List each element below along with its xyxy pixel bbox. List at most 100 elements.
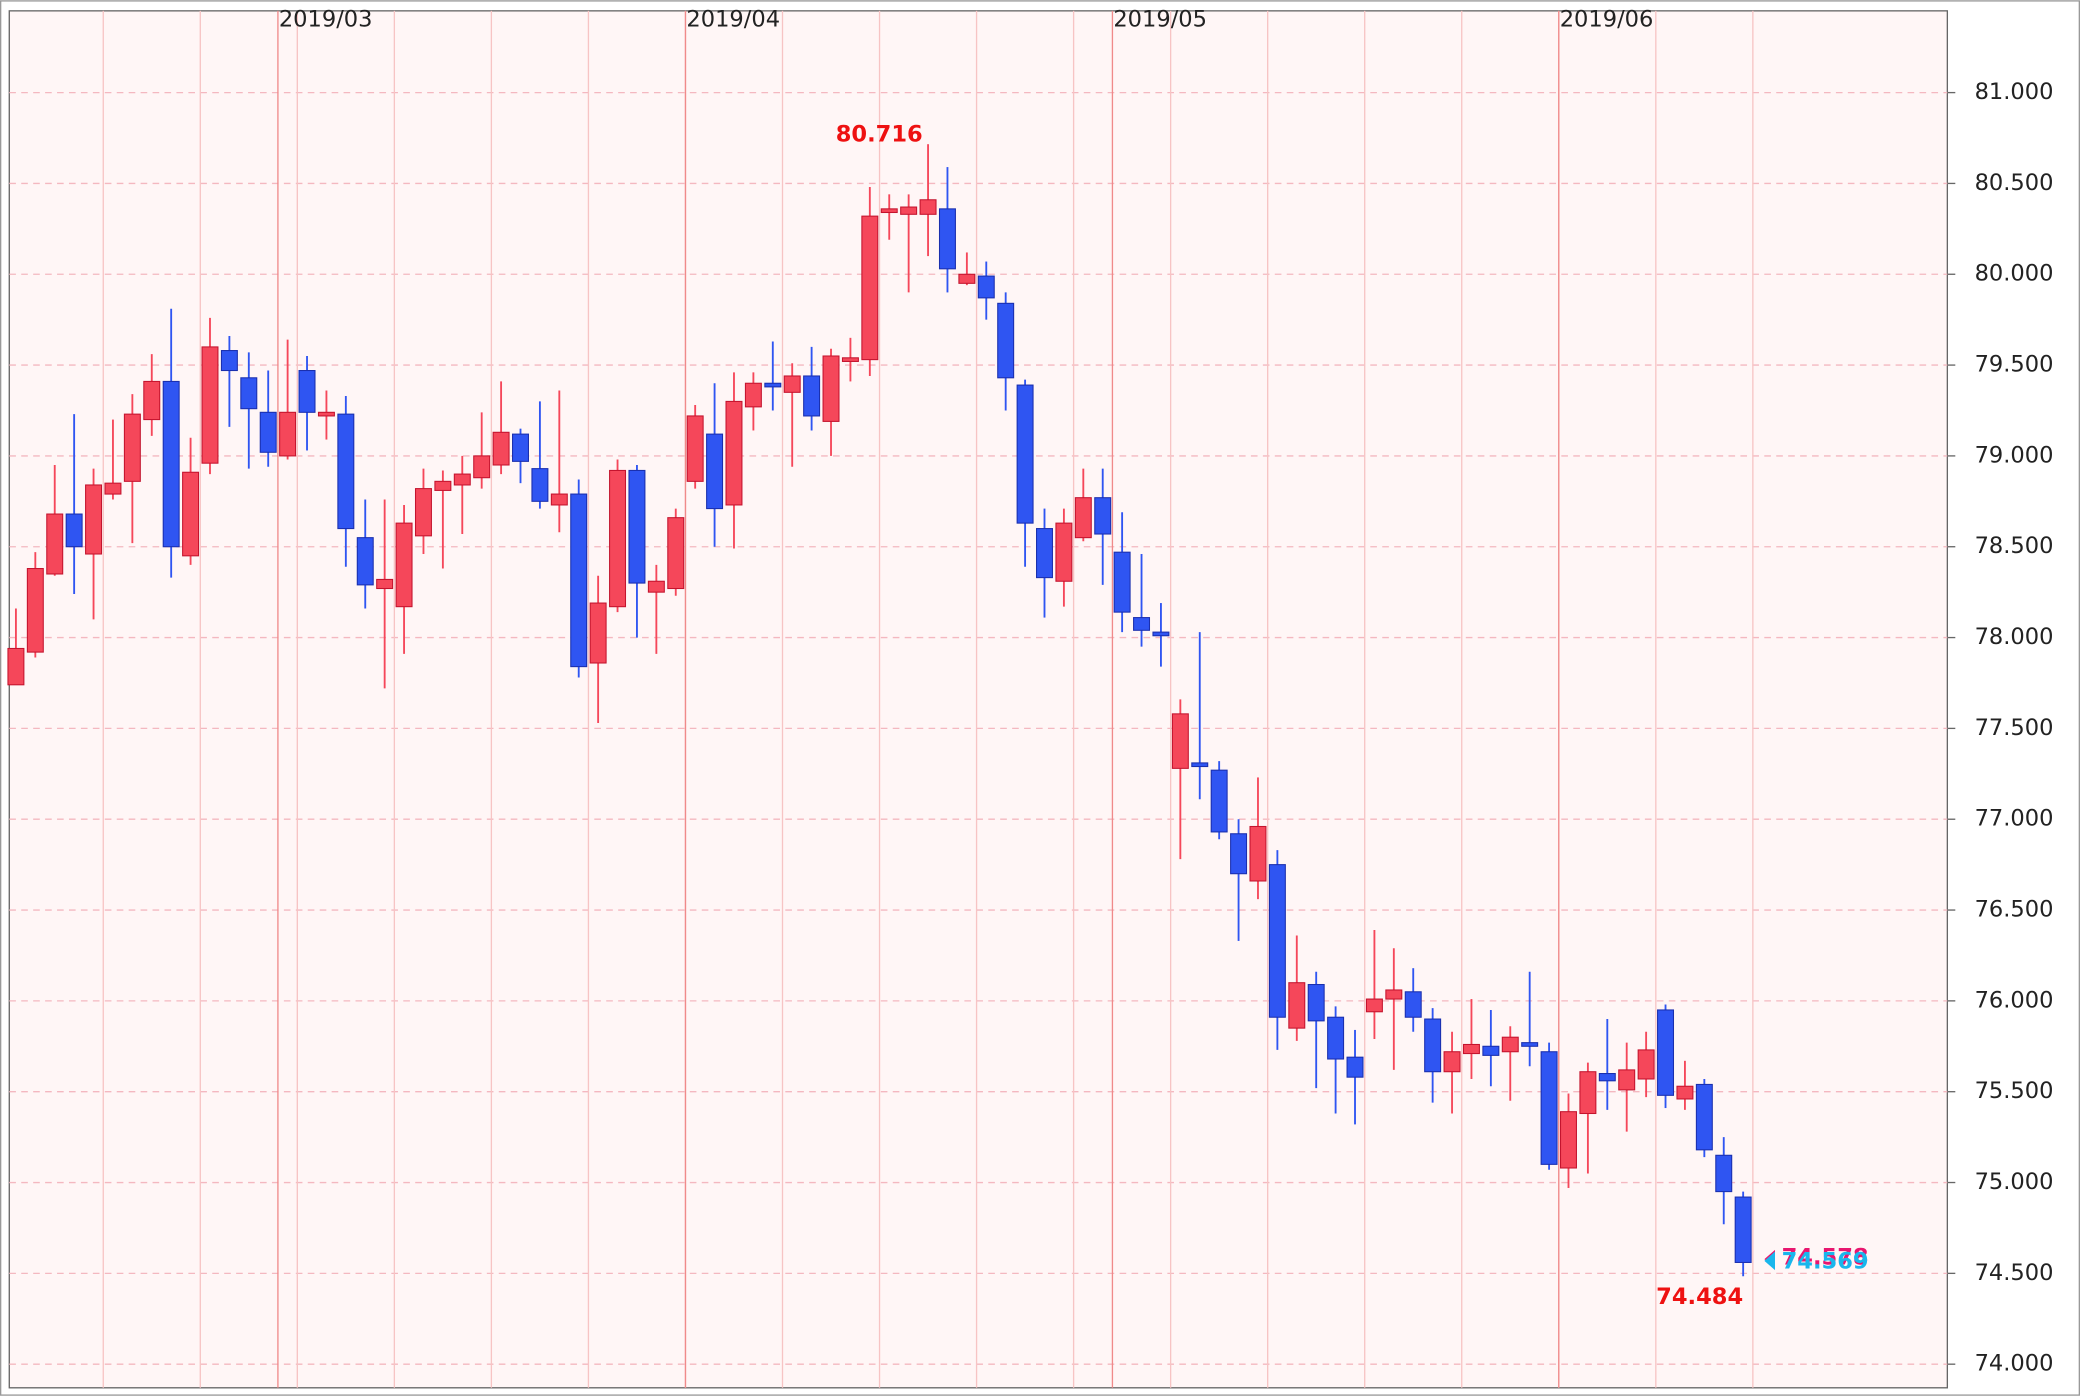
candle-body (7, 647, 25, 686)
y-tick-label: 79.500 (1975, 352, 2054, 378)
y-tick-label: 80.500 (1975, 170, 2054, 196)
candle-body (1385, 989, 1403, 1000)
candle-body (259, 411, 277, 453)
x-tick-label: 2019/06 (1560, 7, 1654, 33)
candle-body (1113, 551, 1131, 613)
candle-body (1521, 1042, 1539, 1047)
candle-body (725, 400, 743, 506)
candle-body (298, 370, 316, 413)
candle-body (1171, 713, 1189, 769)
candle-body (783, 375, 801, 393)
candle-body (667, 517, 685, 590)
candle-body (589, 602, 607, 664)
candle-body (1462, 1043, 1480, 1055)
candle-body (65, 513, 83, 548)
candle-body (531, 468, 549, 502)
candle-body (841, 357, 859, 362)
y-tick-label: 77.000 (1975, 806, 2054, 832)
candle-body (395, 522, 413, 608)
candle-body (958, 273, 976, 284)
x-tick-label: 2019/05 (1113, 7, 1207, 33)
candle-body (162, 380, 180, 548)
candle-body (803, 375, 821, 417)
y-tick-label: 75.500 (1975, 1078, 2054, 1104)
candle-body (104, 482, 122, 495)
candle-body (1230, 833, 1248, 875)
candle-body (647, 580, 665, 593)
y-tick-label: 80.000 (1975, 261, 2054, 287)
x-tick-label: 2019/03 (279, 7, 373, 33)
candle-body (1074, 497, 1092, 539)
candle-body (609, 469, 627, 608)
candle-body (1734, 1196, 1752, 1263)
candle-body (1365, 998, 1383, 1013)
candle-body (1540, 1051, 1558, 1165)
candle-body (1288, 982, 1306, 1029)
candle-body (337, 413, 355, 530)
candle-body (453, 473, 471, 486)
candle-body (1346, 1056, 1364, 1078)
candle-body (1307, 983, 1325, 1022)
candle-body (1618, 1069, 1636, 1091)
candle-body (473, 455, 491, 479)
candle-body (182, 471, 200, 557)
candle-body (1560, 1111, 1577, 1169)
candle-body (46, 513, 64, 575)
candle-body (1715, 1154, 1733, 1193)
y-tick-label: 79.000 (1975, 442, 2054, 468)
candle-body (1036, 528, 1053, 579)
low-label: 74.484 (1656, 1284, 1743, 1310)
candle-body (1133, 617, 1151, 631)
candle-body (240, 377, 258, 410)
candle-body (434, 480, 452, 491)
candle-body (1016, 384, 1034, 524)
candle-body (512, 433, 529, 462)
candle-body (220, 350, 238, 372)
candle-body (938, 208, 956, 270)
candle-body (1482, 1045, 1500, 1056)
y-tick-label: 81.000 (1975, 79, 2054, 105)
candle-body (1055, 522, 1073, 582)
candle-body (1210, 769, 1228, 833)
y-tick-label: 74.000 (1975, 1351, 2054, 1377)
candle-body (686, 415, 704, 482)
candle-body (1404, 991, 1422, 1018)
candle-body (1191, 762, 1209, 768)
last-price-label: 74.578 (1782, 1244, 1869, 1270)
candle-body (706, 433, 724, 510)
candle-body (1695, 1083, 1713, 1151)
candle-body (492, 431, 510, 466)
candle-body (1676, 1085, 1694, 1100)
candle-body (570, 493, 588, 668)
y-tick-label: 78.000 (1975, 624, 2054, 650)
candle-body (1657, 1009, 1675, 1096)
candle-body (1327, 1016, 1345, 1060)
candle-body (977, 275, 995, 299)
candle-body (123, 413, 141, 482)
candle-body (26, 568, 44, 653)
candle-body (317, 411, 335, 417)
candle-body (919, 199, 937, 215)
candle-body (997, 302, 1015, 379)
y-tick-label: 76.000 (1975, 987, 2054, 1013)
y-tick-label: 78.500 (1975, 533, 2054, 559)
candle-body (143, 380, 161, 421)
candle-body (1579, 1071, 1597, 1115)
candle-body (1268, 864, 1286, 1018)
high-label: 80.716 (836, 121, 923, 147)
candle-body (1152, 631, 1170, 637)
last-price-marker (1764, 1251, 1775, 1271)
plot-area (8, 10, 1949, 1389)
candle-body (1424, 1018, 1442, 1073)
candle-body (1249, 825, 1267, 882)
candle-body (1637, 1049, 1655, 1080)
candle-body (822, 355, 840, 422)
candle-body (744, 382, 762, 408)
candle-body (1094, 497, 1112, 535)
candle-body (628, 469, 646, 584)
candle-body (550, 493, 568, 506)
candle-body (861, 215, 879, 361)
y-tick-label: 74.500 (1975, 1260, 2054, 1286)
y-tick-label: 75.000 (1975, 1169, 2054, 1195)
